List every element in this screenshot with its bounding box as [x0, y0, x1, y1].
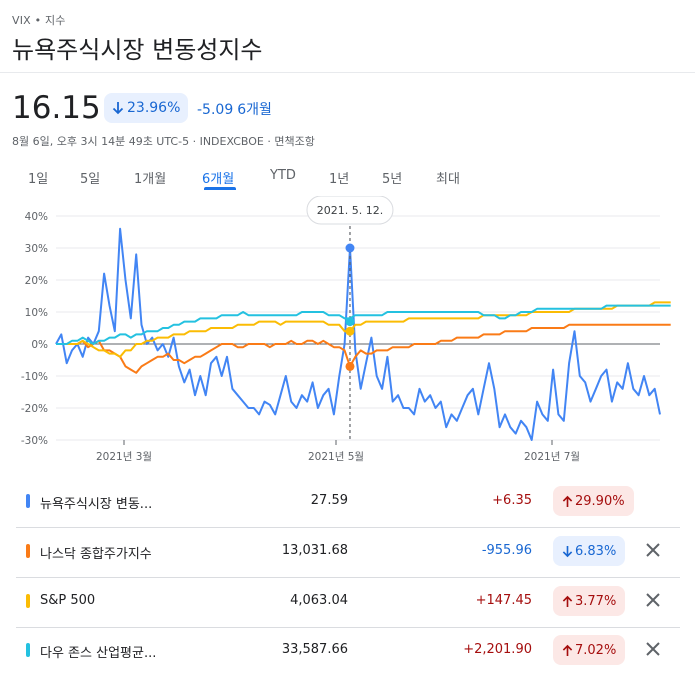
breadcrumb[interactable]: VIX • 지수	[12, 14, 66, 27]
tooltip-date: 2021. 5. 12.	[317, 204, 383, 217]
tab-3[interactable]: 6개월	[202, 172, 235, 187]
comparison-row[interactable]: 뉴욕주식시장 변동... 27.59 +6.35 29.90%	[16, 477, 680, 525]
current-price: 16.15	[12, 90, 101, 126]
comparison-row[interactable]: S&P 500 4,063.04 +147.45 3.77%	[16, 577, 680, 625]
series-color-swatch	[26, 494, 30, 508]
row-value: 33,587.66	[281, 642, 348, 657]
y-tick-label: 0%	[31, 339, 48, 351]
row-change-abs: +6.35	[492, 493, 532, 508]
series-line-2	[56, 301, 671, 358]
x-tick-label: 2021년 3월	[96, 451, 152, 463]
tab-5[interactable]: 1년	[329, 172, 350, 187]
change-percent-badge: 23.96%	[104, 93, 189, 123]
row-change-pct: 7.02%	[575, 642, 617, 658]
y-tick-label: -10%	[21, 371, 48, 383]
tab-7[interactable]: 최대	[436, 172, 460, 187]
row-change-abs: -955.96	[481, 543, 532, 558]
remove-comparison-button[interactable]	[642, 539, 664, 561]
row-value: 13,031.68	[281, 543, 348, 558]
hover-marker-1	[345, 361, 355, 371]
comparison-chart[interactable]: 40% 30% 20% 10% 0% -10% -20% -30% 2021년 3월 2021년 …	[0, 196, 695, 468]
series-line-1	[56, 323, 671, 374]
row-value: 27.59	[310, 493, 348, 508]
row-change-pct: 6.83%	[575, 543, 617, 559]
row-name[interactable]: 나스닥 종합주가지수	[40, 547, 152, 562]
hover-marker-3	[345, 317, 355, 327]
row-change-abs: +2,201.90	[463, 642, 532, 657]
active-tab-indicator	[204, 187, 236, 190]
comparison-row[interactable]: 나스닥 종합주가지수 13,031.68 -955.96 6.83%	[16, 527, 680, 575]
y-tick-label: -30%	[21, 435, 48, 447]
close-icon	[646, 593, 660, 607]
comparison-row[interactable]: 다우 존스 산업평균... 33,587.66 +2,201.90 7.02%	[16, 626, 680, 674]
series-color-swatch	[26, 643, 30, 657]
x-tick-label: 2021년 7월	[524, 451, 580, 463]
row-separator	[16, 627, 680, 628]
arrow-down-icon	[112, 102, 124, 115]
tab-0[interactable]: 1일	[28, 172, 49, 187]
arrow-up-icon	[562, 595, 573, 607]
row-separator	[16, 527, 680, 528]
series-line-3	[56, 304, 671, 345]
y-tick-label: 20%	[25, 275, 48, 287]
y-tick-label: 10%	[25, 307, 48, 319]
hover-marker-2	[345, 326, 355, 336]
arrow-up-icon	[562, 495, 573, 507]
series-line-0	[55, 227, 661, 441]
row-change-pct-badge: 7.02%	[553, 635, 626, 665]
change-percent: 23.96%	[127, 100, 181, 116]
page-title: 뉴욕주식시장 변동성지수	[12, 36, 263, 64]
series-color-swatch	[26, 594, 30, 608]
row-change-pct-badge: 29.90%	[553, 486, 634, 516]
change-absolute: -5.09 6개월	[197, 99, 272, 119]
tooltip-box	[306, 196, 394, 225]
tab-6[interactable]: 5년	[382, 172, 403, 187]
row-change-pct: 3.77%	[575, 593, 617, 609]
row-name[interactable]: 다우 존스 산업평균...	[40, 646, 157, 661]
divider	[0, 72, 695, 73]
remove-comparison-button[interactable]	[642, 589, 664, 611]
row-name[interactable]: S&P 500	[40, 593, 96, 608]
tab-1[interactable]: 5일	[80, 172, 101, 187]
arrow-up-icon	[562, 644, 573, 656]
row-separator	[16, 577, 680, 578]
quote-meta: 8월 6일, 오후 3시 14분 49초 UTC-5 · INDEXCBOE ·…	[12, 135, 315, 148]
remove-comparison-button[interactable]	[642, 638, 664, 660]
series-color-swatch	[26, 544, 30, 558]
close-icon	[646, 543, 660, 557]
row-change-pct-badge: 3.77%	[553, 586, 626, 616]
change-absolute-value: -5.09	[197, 102, 234, 118]
row-change-pct-badge: 6.83%	[553, 536, 626, 566]
tab-2[interactable]: 1개월	[134, 172, 167, 187]
tab-4[interactable]: YTD	[270, 168, 296, 183]
change-period: 6개월	[237, 102, 272, 118]
x-tick-label: 2021년 5월	[308, 451, 364, 463]
close-icon	[646, 642, 660, 656]
y-tick-label: 30%	[25, 243, 48, 255]
arrow-down-icon	[562, 545, 573, 557]
row-change-pct: 29.90%	[575, 493, 625, 509]
y-tick-label: -20%	[21, 403, 48, 415]
y-tick-label: 40%	[25, 211, 48, 223]
row-change-abs: +147.45	[475, 593, 532, 608]
row-value: 4,063.04	[290, 593, 348, 608]
row-name[interactable]: 뉴욕주식시장 변동...	[40, 497, 153, 512]
hover-marker-0	[345, 243, 355, 253]
